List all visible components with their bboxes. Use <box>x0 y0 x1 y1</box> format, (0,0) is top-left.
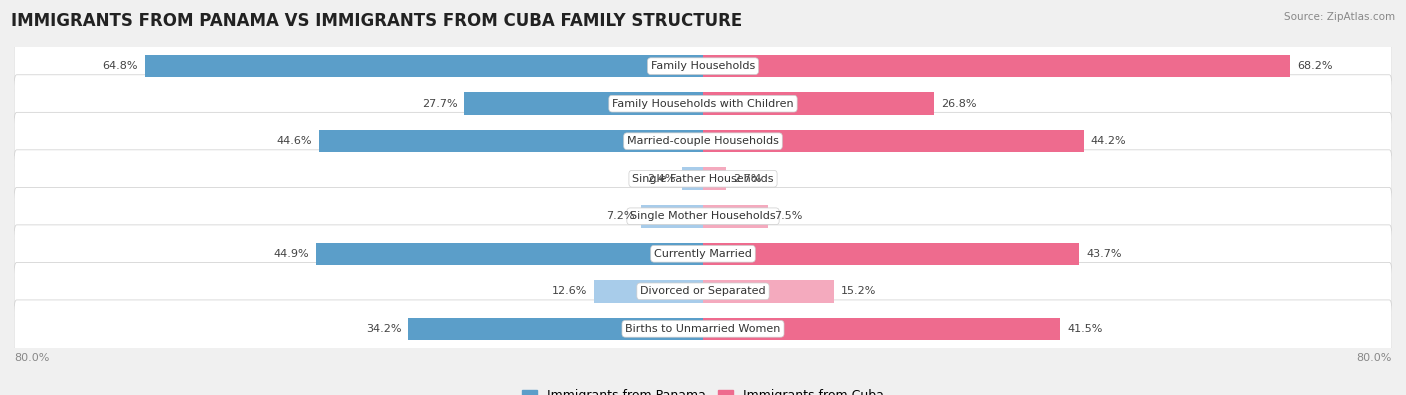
Text: Family Households: Family Households <box>651 61 755 71</box>
Bar <box>316 243 703 265</box>
Text: 41.5%: 41.5% <box>1067 324 1102 334</box>
Bar <box>703 318 1060 340</box>
FancyBboxPatch shape <box>14 225 1392 283</box>
Text: 64.8%: 64.8% <box>103 61 138 71</box>
FancyBboxPatch shape <box>14 150 1392 208</box>
Text: Currently Married: Currently Married <box>654 249 752 259</box>
Text: Divorced or Separated: Divorced or Separated <box>640 286 766 296</box>
Text: Family Households with Children: Family Households with Children <box>612 99 794 109</box>
Text: Source: ZipAtlas.com: Source: ZipAtlas.com <box>1284 12 1395 22</box>
FancyBboxPatch shape <box>14 187 1392 245</box>
Bar <box>641 205 703 228</box>
Text: 2.4%: 2.4% <box>647 174 675 184</box>
FancyBboxPatch shape <box>14 75 1392 133</box>
FancyBboxPatch shape <box>14 112 1392 170</box>
Bar <box>595 280 703 303</box>
Text: 7.5%: 7.5% <box>775 211 803 221</box>
FancyBboxPatch shape <box>14 262 1392 320</box>
Text: 43.7%: 43.7% <box>1087 249 1122 259</box>
Text: Married-couple Households: Married-couple Households <box>627 136 779 146</box>
Bar <box>703 243 1080 265</box>
Text: Births to Unmarried Women: Births to Unmarried Women <box>626 324 780 334</box>
Bar <box>703 167 727 190</box>
Text: 15.2%: 15.2% <box>841 286 876 296</box>
Text: 80.0%: 80.0% <box>14 353 49 363</box>
Bar <box>682 167 703 190</box>
Bar <box>464 92 703 115</box>
Text: 34.2%: 34.2% <box>366 324 402 334</box>
Bar <box>703 130 1084 152</box>
Bar <box>319 130 703 152</box>
FancyBboxPatch shape <box>14 37 1392 95</box>
Legend: Immigrants from Panama, Immigrants from Cuba: Immigrants from Panama, Immigrants from … <box>517 384 889 395</box>
Bar <box>703 92 934 115</box>
Text: IMMIGRANTS FROM PANAMA VS IMMIGRANTS FROM CUBA FAMILY STRUCTURE: IMMIGRANTS FROM PANAMA VS IMMIGRANTS FRO… <box>11 12 742 30</box>
Text: 44.6%: 44.6% <box>277 136 312 146</box>
Bar <box>703 205 768 228</box>
Text: 44.9%: 44.9% <box>274 249 309 259</box>
Text: 2.7%: 2.7% <box>733 174 762 184</box>
Text: 27.7%: 27.7% <box>422 99 457 109</box>
FancyBboxPatch shape <box>14 300 1392 358</box>
Text: Single Father Households: Single Father Households <box>633 174 773 184</box>
Bar <box>409 318 703 340</box>
Text: 80.0%: 80.0% <box>1357 353 1392 363</box>
Bar <box>145 55 703 77</box>
Text: 12.6%: 12.6% <box>553 286 588 296</box>
Bar <box>703 55 1291 77</box>
Text: 44.2%: 44.2% <box>1091 136 1126 146</box>
Text: 26.8%: 26.8% <box>941 99 976 109</box>
Bar <box>703 280 834 303</box>
Text: 68.2%: 68.2% <box>1298 61 1333 71</box>
Text: Single Mother Households: Single Mother Households <box>630 211 776 221</box>
Text: 7.2%: 7.2% <box>606 211 634 221</box>
